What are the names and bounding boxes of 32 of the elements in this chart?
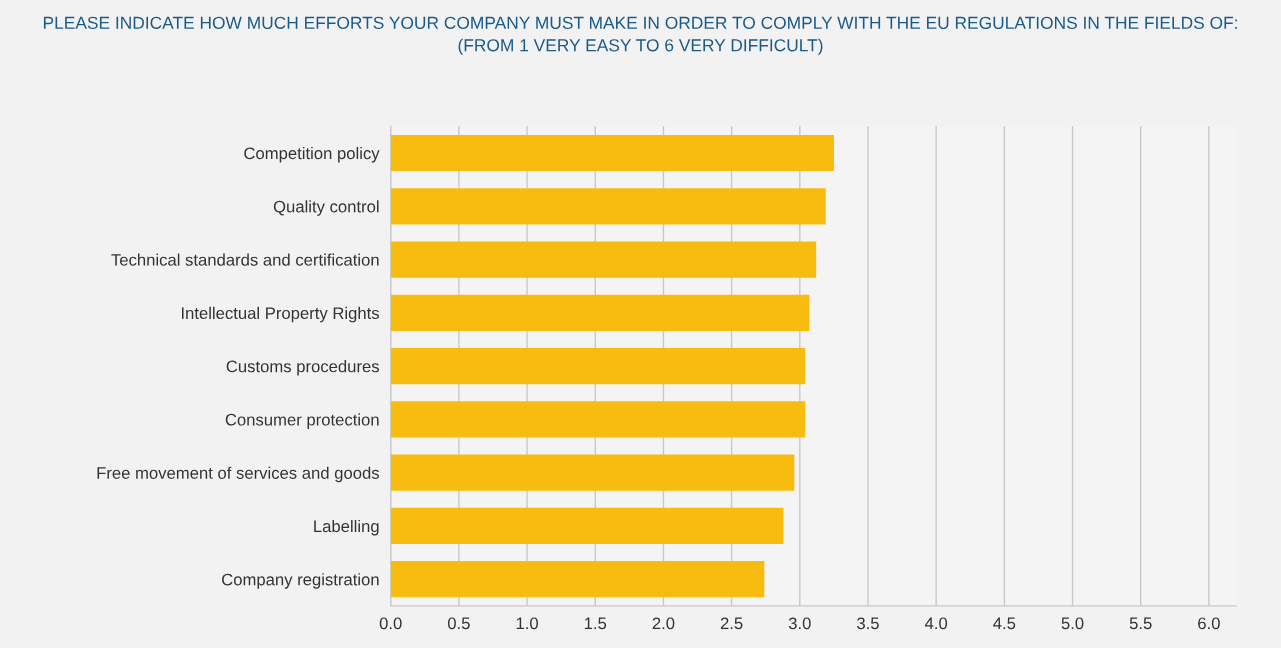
x-tick-label: 0.5 bbox=[447, 617, 470, 630]
y-tick-label: Customs procedures bbox=[226, 360, 379, 376]
bar bbox=[390, 561, 765, 598]
bar bbox=[390, 134, 834, 172]
bar bbox=[390, 507, 784, 545]
y-tick-label: Labelling bbox=[314, 519, 379, 536]
x-tick-label: 2.5 bbox=[720, 617, 743, 630]
y-tick-label: Intellectual Property Rights bbox=[181, 306, 379, 323]
x-tick-label: 4.5 bbox=[993, 617, 1016, 630]
y-tick-label: Consumer protection bbox=[225, 413, 379, 429]
y-tick-label: Company registration bbox=[222, 573, 379, 589]
y-tick-label: Technical standards and certification bbox=[111, 253, 379, 266]
x-tick-label: 3.5 bbox=[857, 617, 879, 630]
x-tick-label: 1.0 bbox=[516, 617, 538, 630]
bar bbox=[390, 454, 795, 491]
bar bbox=[390, 294, 810, 331]
x-tick-label: 2.0 bbox=[652, 617, 675, 630]
y-tick-label: Quality control bbox=[273, 200, 379, 216]
x-tick-label: 3.0 bbox=[788, 617, 811, 630]
x-tick-label: 6.0 bbox=[1198, 617, 1220, 630]
x-tick-label: 0.0 bbox=[379, 617, 402, 630]
x-tick-label: 5.0 bbox=[1061, 617, 1084, 630]
bar bbox=[390, 348, 806, 385]
bar bbox=[390, 188, 826, 225]
bar bbox=[390, 401, 806, 438]
chart-title: PLEASE INDICATE HOW MUCH EFFORTS YOUR COMPANY MUST MAKE IN ORDER TO COMPLY WITH THE EU REGULATIONS IN THE FIELDS OF: (FROM 1 VERY EASY TO 6 VERY DIFFICULT) bbox=[43, 16, 1237, 55]
x-tick-label: 4.0 bbox=[924, 617, 948, 630]
x-tick-label: 5.5 bbox=[1129, 617, 1152, 630]
y-tick-label: Competition policy bbox=[244, 146, 380, 163]
bar bbox=[390, 241, 817, 278]
x-tick-label: 1.5 bbox=[584, 617, 607, 630]
y-tick-label: Free movement of services and goods bbox=[97, 466, 380, 483]
